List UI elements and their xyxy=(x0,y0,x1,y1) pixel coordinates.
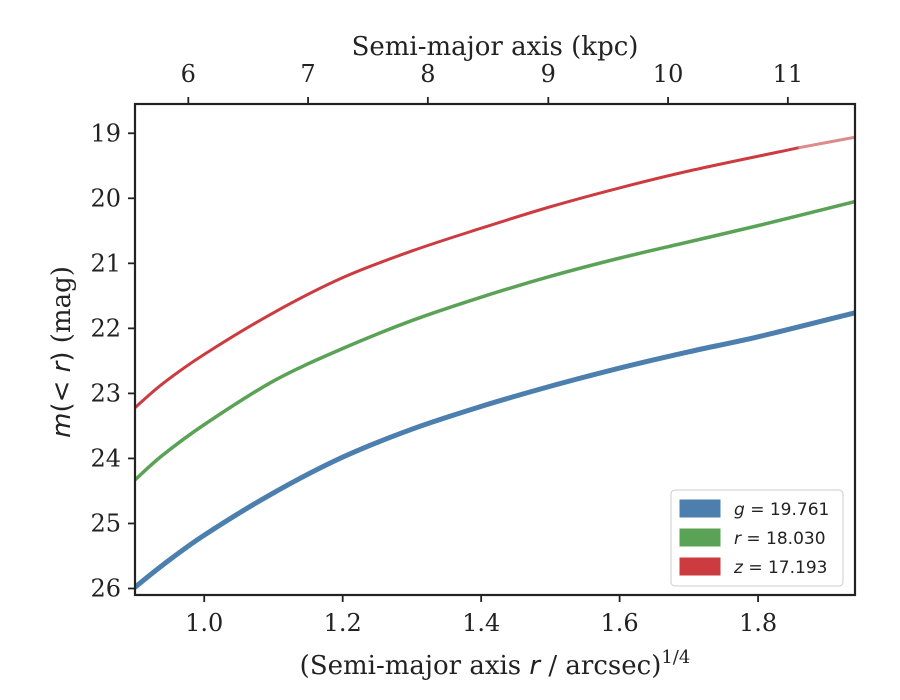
y-axis-title-var: m xyxy=(47,413,77,438)
x-axis-title-suffix: / arcsec) xyxy=(540,651,661,681)
y-axis-title-close: ) xyxy=(47,351,77,361)
series-line-r xyxy=(135,199,855,482)
y-tick-label: 20 xyxy=(90,184,121,212)
legend-value: = 19.761 xyxy=(745,500,830,520)
legend-label-r: r = 18.030 xyxy=(734,529,826,549)
series-line-g xyxy=(135,310,855,590)
x-tick-label: 1.0 xyxy=(185,609,223,637)
y-axis-title-paren: (< xyxy=(47,372,77,412)
series-line-z-extension xyxy=(798,135,855,150)
y-axis-title: m(< r) (mag) xyxy=(47,266,77,438)
legend-var: r xyxy=(734,529,742,549)
x-tick-label: 1.2 xyxy=(324,609,362,637)
top-tick-label: 9 xyxy=(541,60,556,88)
series-layer xyxy=(135,135,855,590)
y-axis: 19 20 21 22 23 24 25 26 xyxy=(90,119,135,602)
legend-label-g: g = 19.761 xyxy=(734,500,829,520)
x-tick-label: 1.8 xyxy=(739,609,777,637)
top-tick-label: 7 xyxy=(300,60,315,88)
x-axis-title-sup: 1/4 xyxy=(661,647,690,668)
x-axis-title-var: r xyxy=(529,651,542,681)
top-tick-label: 8 xyxy=(420,60,435,88)
y-tick-label: 26 xyxy=(90,574,121,602)
legend-label-z: z = 17.193 xyxy=(733,558,827,578)
legend-value: = 18.030 xyxy=(741,529,826,549)
x-axis: 1.0 1.2 1.4 1.6 1.8 xyxy=(185,595,777,637)
top-axis: 6 7 8 9 10 11 xyxy=(181,60,803,104)
legend-value: = 17.193 xyxy=(743,558,828,578)
legend-var: g xyxy=(734,500,745,520)
x-axis-title-prefix: (Semi-major axis xyxy=(300,651,530,681)
top-axis-title: Semi-major axis (kpc) xyxy=(352,32,639,62)
legend-swatch-r xyxy=(679,528,721,547)
x-axis-title: (Semi-major axis r / arcsec)1/4 xyxy=(300,647,691,681)
y-tick-label: 23 xyxy=(90,379,121,407)
y-axis-title-unit: (mag) xyxy=(47,266,77,351)
x-tick-label: 1.4 xyxy=(462,609,500,637)
y-tick-label: 22 xyxy=(90,314,121,342)
legend-swatch-g xyxy=(679,499,721,518)
plot-frame xyxy=(133,102,857,597)
y-axis-title-var2: r xyxy=(47,359,77,372)
y-tick-label: 25 xyxy=(90,509,121,537)
x-tick-label: 1.6 xyxy=(601,609,639,637)
legend-var: z xyxy=(733,558,744,578)
top-tick-label: 11 xyxy=(773,60,804,88)
series-line-z xyxy=(135,146,802,410)
legend-swatch-z xyxy=(679,557,721,576)
top-tick-label: 6 xyxy=(181,60,196,88)
y-tick-label: 19 xyxy=(90,119,121,147)
y-tick-label: 21 xyxy=(90,249,121,277)
y-tick-label: 24 xyxy=(90,444,121,472)
top-tick-label: 10 xyxy=(653,60,684,88)
